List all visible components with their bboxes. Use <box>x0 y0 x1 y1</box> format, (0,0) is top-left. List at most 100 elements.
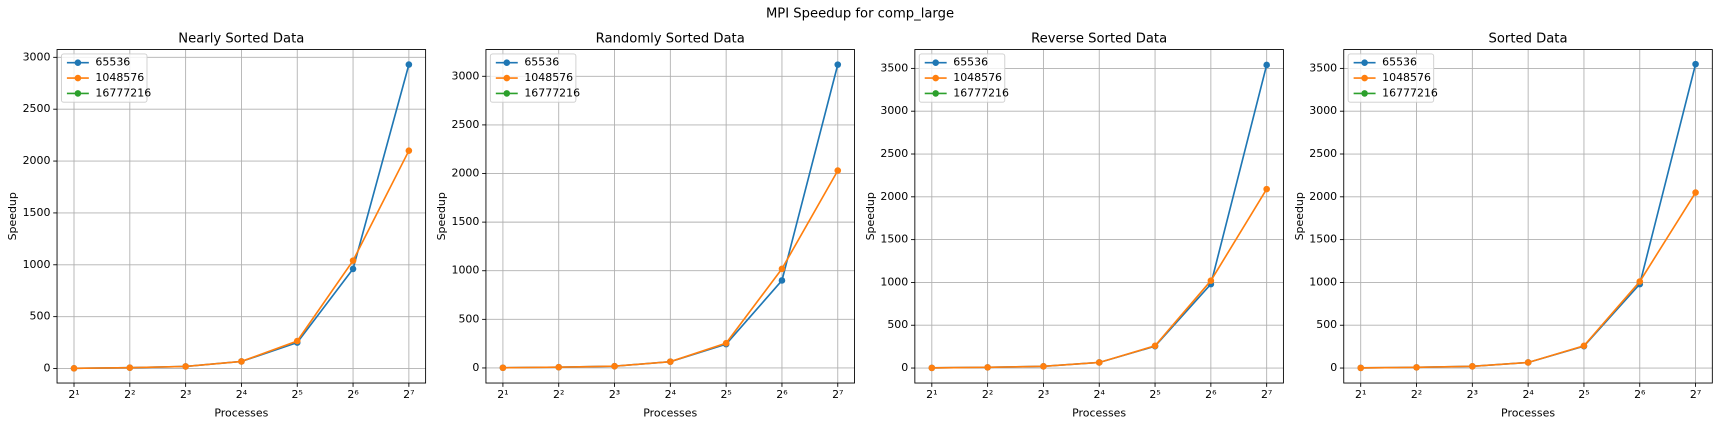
data-point <box>611 362 618 370</box>
data-point <box>238 358 245 365</box>
y-tick-label: 500 <box>30 310 51 323</box>
x-tick-label: 2⁴ <box>236 388 248 401</box>
plot-frame <box>485 49 855 384</box>
y-tick-label: 3500 <box>1309 61 1337 74</box>
x-tick-label: 2⁶ <box>1634 388 1646 401</box>
chart-title: Reverse Sorted Data <box>1031 32 1167 47</box>
data-point <box>1095 359 1103 366</box>
legend-marker <box>74 59 82 67</box>
legend-label: 1048576 <box>1382 71 1431 84</box>
x-tick-label: 2² <box>124 388 135 401</box>
y-tick-label: 2500 <box>1309 147 1337 160</box>
data-point <box>349 257 357 264</box>
x-tick-label: 2⁴ <box>1094 388 1106 401</box>
chart-title: Randomly Sorted Data <box>596 32 745 47</box>
chart-title: Nearly Sorted Data <box>178 32 304 47</box>
data-point <box>293 337 301 345</box>
legend-marker <box>1361 59 1368 67</box>
y-tick-label: 2000 <box>451 167 479 180</box>
data-point <box>1357 364 1365 372</box>
y-tick-label: 2000 <box>880 190 908 203</box>
plot-frame <box>56 49 427 384</box>
legend-label: 1048576 <box>524 71 573 84</box>
data-point <box>778 277 786 284</box>
x-tick-label: 2³ <box>180 388 191 401</box>
data-point <box>1636 278 1644 285</box>
data-point <box>555 363 563 371</box>
x-tick-label: 2⁵ <box>1149 388 1160 401</box>
x-axis-label: Processes <box>1501 407 1555 420</box>
x-axis-label: Processes <box>643 407 697 420</box>
x-tick-label: 2² <box>982 388 993 401</box>
data-point <box>182 363 189 370</box>
y-tick-label: 3000 <box>451 69 479 82</box>
legend-label: 65536 <box>1382 56 1417 69</box>
data-point <box>1692 189 1699 196</box>
y-tick-label: 1000 <box>880 275 908 288</box>
x-tick-label: 2⁵ <box>1578 388 1589 401</box>
data-point <box>667 358 674 365</box>
legend-marker <box>932 59 939 67</box>
x-tick-label: 2⁷ <box>1261 388 1272 401</box>
y-tick-label: 1500 <box>880 233 908 246</box>
y-tick-label: 0 <box>1330 361 1337 374</box>
x-tick-label: 2⁶ <box>347 388 359 401</box>
x-tick-label: 2² <box>1411 388 1422 401</box>
data-point <box>405 147 413 154</box>
legend-box <box>60 53 148 103</box>
y-tick-label: 1000 <box>23 258 51 271</box>
x-tick-label: 2³ <box>1038 388 1049 401</box>
x-tick-label: 2² <box>553 388 564 401</box>
legend-marker <box>74 74 82 82</box>
x-tick-label: 2¹ <box>926 388 937 401</box>
y-axis-label: Speedup <box>1293 192 1306 240</box>
data-point <box>70 365 78 372</box>
data-point <box>1580 342 1588 350</box>
y-tick-label: 1500 <box>1309 233 1337 246</box>
x-tick-label: 2⁶ <box>1205 388 1217 401</box>
y-tick-label: 500 <box>458 312 479 325</box>
legend-box <box>1347 53 1435 103</box>
x-tick-label: 2³ <box>1467 388 1478 401</box>
legend-marker <box>503 59 511 67</box>
legend-label: 16777216 <box>524 86 580 99</box>
x-tick-label: 2⁶ <box>776 388 788 401</box>
legend-marker <box>503 90 511 97</box>
data-point <box>1040 363 1047 370</box>
y-axis-label: Speedup <box>864 192 877 240</box>
x-tick-label: 2⁴ <box>1522 388 1534 401</box>
data-point <box>834 167 842 174</box>
x-tick-label: 2¹ <box>68 388 79 401</box>
data-point <box>722 339 730 347</box>
x-tick-label: 2⁴ <box>665 388 677 401</box>
data-point <box>778 265 786 273</box>
x-tick-label: 2³ <box>609 388 620 401</box>
y-tick-label: 0 <box>472 361 479 374</box>
legend-marker <box>932 90 939 97</box>
x-tick-label: 2⁷ <box>1690 388 1701 401</box>
data-point <box>1263 61 1270 69</box>
data-point <box>349 265 357 273</box>
x-tick-label: 2¹ <box>497 388 508 401</box>
figure-title: MPI Speedup for comp_large <box>766 6 954 21</box>
legend-marker <box>74 90 82 97</box>
legend-box <box>918 53 1006 103</box>
data-point <box>1207 277 1215 285</box>
legend-box <box>489 53 577 103</box>
y-tick-label: 2000 <box>23 154 51 167</box>
y-tick-label: 3000 <box>1309 104 1337 117</box>
data-point <box>928 364 936 372</box>
data-point <box>1692 60 1699 68</box>
y-tick-label: 3000 <box>23 50 51 63</box>
y-tick-label: 1000 <box>1309 275 1337 288</box>
y-tick-label: 0 <box>901 361 908 374</box>
legend-label: 65536 <box>524 56 559 69</box>
y-tick-label: 1000 <box>451 264 479 277</box>
x-tick-label: 2¹ <box>1355 388 1366 401</box>
plot-frame <box>1343 49 1713 384</box>
y-tick-label: 500 <box>887 318 908 331</box>
y-tick-label: 2500 <box>23 102 51 115</box>
data-point <box>1524 359 1532 366</box>
legend-label: 1048576 <box>95 71 144 84</box>
